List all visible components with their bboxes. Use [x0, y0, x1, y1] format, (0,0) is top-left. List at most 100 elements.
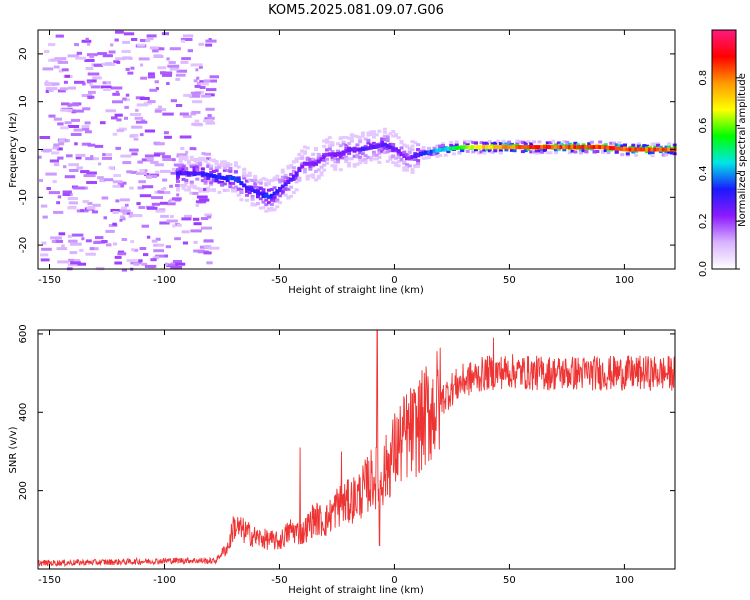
spectrogram-cell — [146, 37, 154, 41]
spectrogram-cell — [341, 142, 346, 146]
spectrogram-cell — [429, 149, 434, 154]
spectrogram-cell — [264, 182, 269, 186]
spectrogram-cell — [344, 143, 349, 147]
spectrogram-cell — [245, 174, 249, 178]
spectrogram-cell — [587, 142, 592, 146]
spectrogram-cell — [562, 148, 567, 152]
spectrogram-cell — [512, 149, 517, 153]
spectrogram-cell — [424, 150, 429, 155]
spectrogram-cell — [358, 135, 363, 139]
spectrogram-cell — [617, 146, 622, 151]
y-tick-label: 20 — [18, 48, 29, 61]
spectrogram-cell — [147, 75, 156, 79]
spectrogram-cell — [195, 159, 200, 163]
spectrogram-cell — [314, 161, 318, 166]
spectrogram-cell — [90, 155, 94, 159]
spectrogram-cell — [432, 152, 437, 156]
spectrogram-cell — [625, 152, 630, 156]
spectrogram-cell — [40, 253, 49, 257]
spectrogram-cell — [366, 133, 371, 137]
spectrogram-cell — [170, 171, 177, 175]
spectrogram-cell — [192, 186, 197, 190]
spectrogram-cell — [394, 161, 398, 165]
spectrogram-cell — [183, 93, 192, 97]
spectrogram-cell — [204, 213, 212, 217]
spectrogram-cell — [653, 142, 658, 146]
spectrogram-cell — [658, 145, 663, 149]
spectrogram-cell — [250, 185, 255, 189]
spectrogram-cell — [113, 60, 119, 64]
spectrogram-cell — [537, 149, 542, 153]
spectrogram-cell — [154, 80, 159, 84]
spectrogram-cell — [402, 168, 407, 172]
spectrogram-cell — [57, 60, 69, 64]
spectrogram-cell — [399, 157, 404, 161]
spectrogram-cell — [151, 196, 163, 200]
spectrogram-cell — [280, 175, 285, 179]
spectrogram-cell — [183, 214, 192, 218]
spectrogram-cell — [67, 54, 80, 58]
spectrogram-cell — [114, 113, 123, 117]
spectrogram-cell — [80, 170, 90, 174]
spectrogram-cell — [625, 147, 630, 152]
spectrogram-cell — [138, 259, 143, 263]
spectrogram-cell — [349, 139, 354, 143]
spectrogram-cell — [371, 130, 376, 134]
spectrogram-cell — [416, 143, 421, 147]
spectrogram-cell — [217, 175, 222, 180]
colorbar-tick-label: 0.8 — [698, 70, 709, 86]
y-tick-label: 400 — [18, 403, 29, 422]
spectrogram-cell — [76, 262, 87, 266]
y-tick-label: -10 — [18, 189, 29, 205]
spectrogram-cell — [236, 187, 241, 191]
spectrogram-cell — [214, 166, 219, 170]
spectrogram-cell — [112, 92, 120, 96]
spectrogram-cell — [139, 194, 152, 198]
spectrogram-cell — [128, 214, 133, 218]
spectrogram-cell — [559, 142, 564, 146]
spectrogram-cell — [515, 139, 520, 143]
spectrogram-cell — [355, 155, 360, 159]
spectrogram-cell — [130, 66, 135, 70]
spectrogram-cell — [291, 166, 296, 170]
spectrogram-cell — [199, 82, 209, 86]
spectrogram-cell — [300, 149, 305, 153]
spectrogram-cell — [162, 178, 168, 182]
colorbar: 0.0 0.2 0.4 0.6 0.8 Normalized spectral ampl… — [698, 29, 748, 277]
spectrogram-cell — [182, 34, 194, 38]
spectrogram-cell — [42, 67, 54, 71]
spectrogram-cell — [664, 150, 669, 154]
spectrogram-cell — [192, 168, 197, 172]
spectrogram-cell — [443, 147, 448, 152]
spectrogram-cell — [567, 142, 572, 146]
spectrogram-cell — [526, 140, 531, 143]
spectrogram-cell — [349, 157, 354, 161]
spectrogram-cell — [137, 186, 145, 190]
spectrogram-cell — [180, 147, 185, 150]
spectrogram-cell — [197, 250, 209, 254]
spectrogram-cell — [57, 156, 64, 160]
spectrogram-cell — [267, 194, 271, 199]
snr-series-line — [37, 329, 676, 568]
spectrogram-x-axis-label: Height of straight line (km) — [288, 285, 424, 296]
spectrogram-cell — [75, 156, 82, 160]
spectrogram-cell — [214, 169, 219, 173]
spectrogram-cell — [231, 181, 236, 185]
spectrogram-cell — [446, 150, 451, 154]
spectrogram-cell — [645, 147, 650, 152]
spectrogram-cell — [176, 188, 180, 192]
spectrogram-cell — [49, 159, 59, 163]
spectrogram-cell — [87, 201, 93, 205]
spectrogram-cell — [111, 116, 118, 120]
spectrogram-cell — [101, 62, 108, 66]
x-tick-label: -50 — [271, 575, 287, 586]
spectrogram-cell — [50, 236, 62, 240]
spectrogram-cell — [369, 143, 374, 147]
spectrogram-cell — [53, 163, 60, 167]
spectrogram-cell — [330, 150, 335, 154]
spectrogram-cell — [333, 152, 338, 157]
spectrogram-cell — [545, 145, 550, 150]
spectrogram-cell — [71, 233, 84, 237]
spectrogram-cell — [534, 151, 539, 155]
spectrogram-cell — [297, 178, 302, 182]
